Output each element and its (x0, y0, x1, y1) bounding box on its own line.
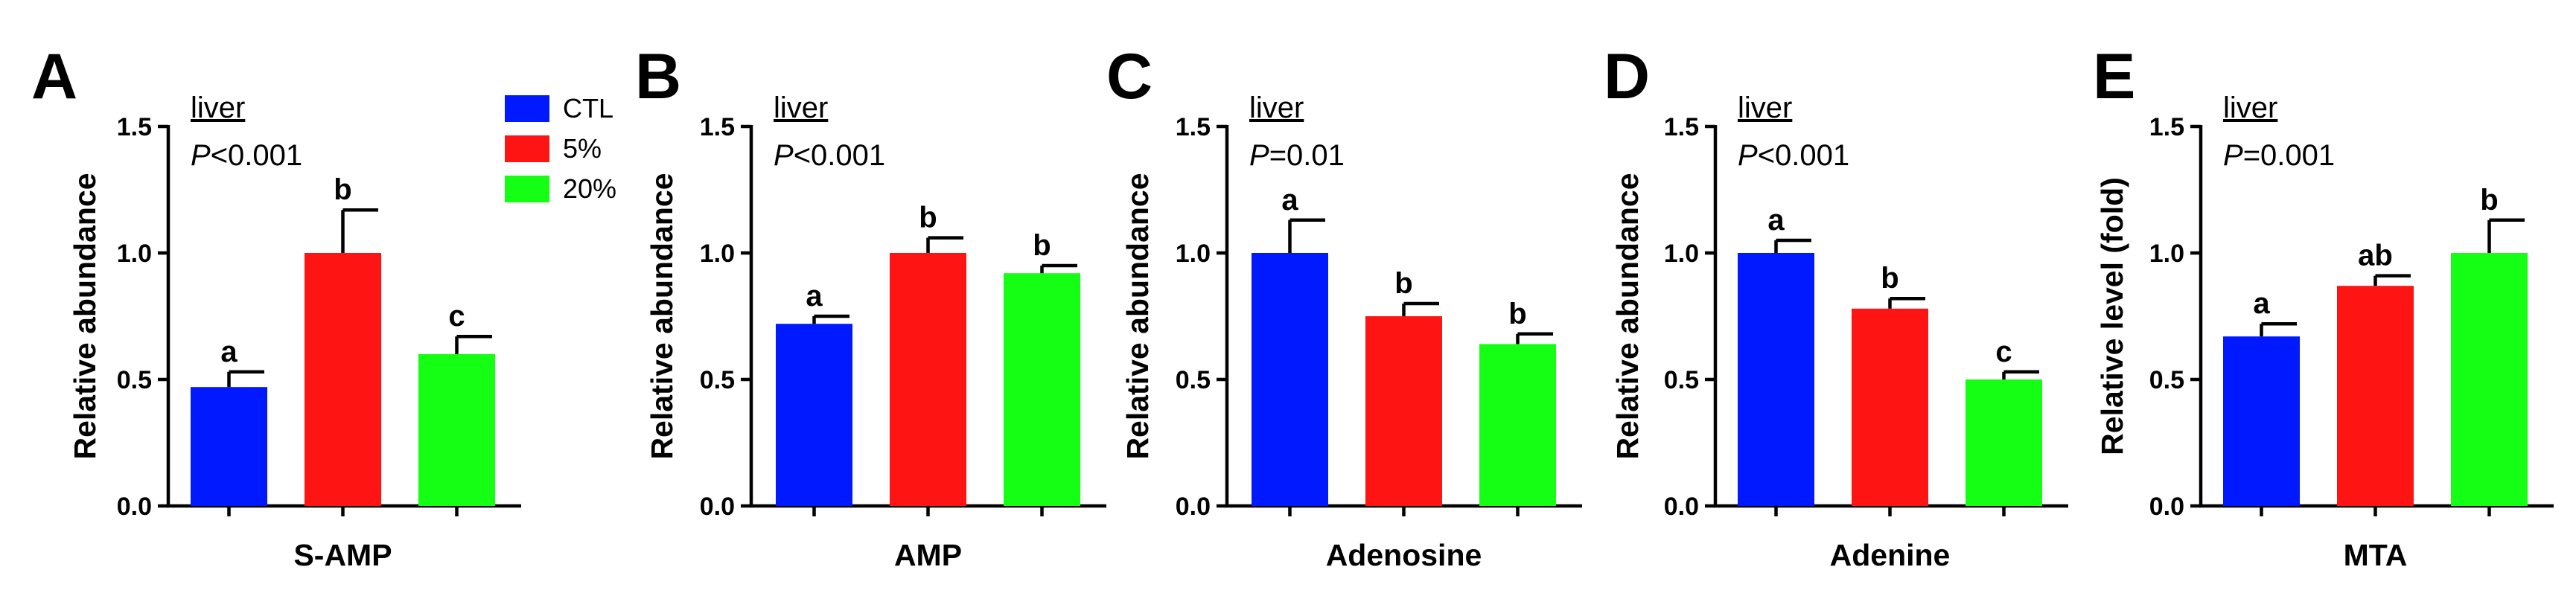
panel-e-p-value: P=0.001 (2223, 139, 2335, 172)
panel-d-p-symbol: P (1738, 139, 1758, 172)
panel-d-letter: D (1604, 41, 1650, 112)
panel-d-bar-ctl (1738, 253, 1814, 506)
panel-e-tissue-label: liver (2223, 92, 2277, 124)
panel-b-significance-letter: b (919, 202, 937, 234)
panel-c-p-value-text: =0.01 (1269, 139, 1345, 172)
panel-e-p-symbol: P (2223, 139, 2243, 172)
legend-label-0: CTL (563, 93, 613, 124)
panel-b-y-tick-label: 0.5 (700, 366, 735, 394)
panel-c-tissue-label: liver (1249, 92, 1304, 124)
panel-a-y-tick-label: 1.5 (117, 113, 152, 141)
panel-c-y-tick-label: 1.0 (1176, 240, 1211, 268)
panel-c-y-axis-label: Relative abundance (1120, 173, 1155, 459)
panel-b-p-value: P<0.001 (774, 139, 885, 172)
panel-b-bar-5pct (890, 253, 966, 506)
panel-d-p-value: P<0.001 (1738, 139, 1849, 172)
legend-swatch-1 (505, 135, 549, 162)
panel-e-letter: E (2093, 41, 2135, 112)
panel-b-x-axis-label: AMP (894, 538, 962, 572)
panel-a-y-tick-label: 0.5 (117, 366, 152, 394)
panel-b-y-tick-label: 0.0 (700, 493, 735, 521)
panel-a-bar-ctl (191, 387, 267, 506)
panel-d-significance-letter: c (1995, 336, 2012, 368)
panel-d-y-tick-label: 0.0 (1664, 493, 1699, 521)
panel-c-significance-letter: a (1281, 184, 1298, 217)
panel-a-x-axis-label: S-AMP (293, 538, 392, 572)
panel-a-letter: A (31, 41, 77, 112)
panel-b-bar-ctl (776, 324, 852, 506)
panel-e-bar-ctl (2223, 336, 2300, 506)
panel-c-p-symbol: P (1249, 139, 1269, 172)
panel-a-significance-letter: b (334, 173, 351, 206)
panel-c-bar-5pct (1365, 316, 1442, 506)
panel-a-bar-5pct (305, 253, 381, 506)
panel-a-significance-letter: c (448, 300, 465, 333)
panel-a-p-value: P<0.001 (191, 139, 302, 172)
panel-b-significance-letter: a (806, 280, 823, 312)
panel-a-bar-20pct (418, 354, 495, 506)
panel-c-significance-letter: b (1508, 298, 1526, 330)
panel-c-y-tick-label: 0.5 (1176, 366, 1211, 394)
panel-a-significance-letter: a (220, 336, 237, 368)
panel-a-y-tick-label: 0.0 (117, 493, 152, 521)
legend-swatch-2 (505, 176, 549, 202)
panel-d-significance-letter: b (1881, 262, 1898, 295)
panel-c-bar-ctl (1252, 253, 1328, 506)
panel-e-p-value-text: =0.001 (2243, 139, 2335, 172)
legend-label-2: 20% (563, 173, 616, 204)
panel-c-y-tick-label: 0.0 (1176, 493, 1211, 521)
panel-e-y-tick-label: 1.5 (2149, 113, 2184, 141)
panel-c-x-axis-label: Adenosine (1326, 538, 1482, 572)
panel-e-y-tick-label: 0.0 (2149, 493, 2184, 521)
panel-a-p-value-text: <0.001 (211, 139, 302, 172)
panel-b-y-tick-label: 1.5 (700, 113, 735, 141)
panel-c-significance-letter: b (1394, 267, 1412, 300)
panel-d-x-axis-label: Adenine (1830, 538, 1951, 572)
panel-b-letter: B (635, 41, 681, 112)
panel-d-p-value-text: <0.001 (1758, 139, 1849, 172)
panel-e-bar-5pct (2337, 286, 2414, 506)
panel-d-bar-20pct (1966, 379, 2042, 506)
panel-c-letter: C (1106, 41, 1152, 112)
panel-e-y-tick-label: 1.0 (2149, 240, 2184, 268)
panel-c-y-tick-label: 1.5 (1176, 113, 1211, 141)
panel-b-tissue-label: liver (774, 92, 828, 124)
panel-e-significance-letter: b (2480, 184, 2498, 217)
panel-c-bar-20pct (1479, 344, 1556, 506)
panel-b-p-symbol: P (774, 139, 794, 172)
panel-e-significance-letter: a (2253, 287, 2270, 320)
panel-a-p-symbol: P (191, 139, 211, 172)
panel-d-y-axis-label: Relative abundance (1610, 173, 1645, 459)
panel-d-y-tick-label: 0.5 (1664, 366, 1699, 394)
panel-e-x-axis-label: MTA (2344, 538, 2408, 572)
legend-label-1: 5% (563, 133, 602, 164)
legend-swatch-0 (505, 95, 549, 122)
panel-b-y-axis-label: Relative abundance (645, 173, 679, 459)
panel-e-y-axis-label: Relative level (fold) (2095, 177, 2129, 455)
panel-b-p-value-text: <0.001 (794, 139, 885, 172)
panel-d-y-tick-label: 1.5 (1664, 113, 1699, 141)
panel-d-y-tick-label: 1.0 (1664, 240, 1699, 268)
panel-c-p-value: P=0.01 (1249, 139, 1345, 172)
panel-d-bar-5pct (1852, 308, 1928, 506)
panel-e-significance-letter: ab (2358, 240, 2393, 272)
panel-e-bar-20pct (2451, 253, 2528, 506)
panel-b-bar-20pct (1004, 273, 1080, 506)
panel-b-significance-letter: b (1033, 229, 1051, 262)
panel-a-y-axis-label: Relative abundance (68, 173, 102, 459)
panel-d-significance-letter: a (1767, 204, 1785, 237)
panel-a-tissue-label: liver (191, 92, 245, 124)
panel-d-tissue-label: liver (1738, 92, 1792, 124)
panel-e-y-tick-label: 0.5 (2149, 366, 2184, 394)
panel-b-y-tick-label: 1.0 (700, 240, 735, 268)
panel-a-y-tick-label: 1.0 (117, 240, 152, 268)
